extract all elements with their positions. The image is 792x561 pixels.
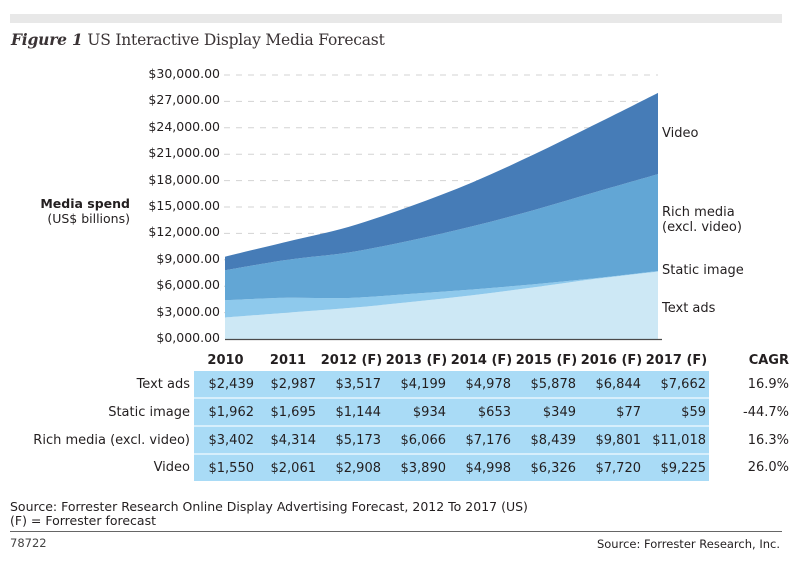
table-cell: $934: [384, 398, 449, 427]
legend-label-rich-media: Rich media (excl. video): [662, 205, 742, 235]
table-row: Rich media (excl. video) $3,402 $4,314 $5,1…: [0, 426, 789, 455]
table-header-2011: 2011: [269, 352, 307, 368]
table-cell: $7,662: [644, 371, 709, 399]
table-cell: $9,801: [579, 426, 644, 455]
data-table: 2010 2011 2012 (F) 2013 (F) 2014 (F) 201…: [0, 349, 789, 481]
table-cell: $349: [514, 398, 579, 427]
table-header-2010: 2010: [207, 352, 244, 368]
y-tick-label: $9,000.00: [156, 250, 220, 266]
legend-label-text-ads: Text ads: [662, 301, 716, 316]
table-cell-cagr: -44.7%: [743, 404, 789, 420]
forecast-note: (F) = Forrester forecast: [10, 513, 156, 528]
figure-label: Figure 1: [11, 30, 83, 49]
table-cell: $4,998: [449, 454, 514, 481]
table-header-2012: 2012 (F): [320, 352, 383, 368]
source-credit: Source: Forrester Research, Inc.: [596, 537, 780, 551]
table-header-cagr: CAGR: [748, 352, 789, 368]
table-row: Video $1,550 $2,061 $2,908 $3,890 $4,998 $6,32…: [0, 454, 789, 481]
y-tick-label: $3,000.00: [156, 303, 220, 319]
y-axis-label-unit: (US$ billions): [47, 211, 130, 226]
y-tick-label: $12,000.00: [148, 224, 220, 240]
area-static-image: [225, 271, 658, 318]
legend-label-static-image: Static image: [662, 263, 744, 278]
y-tick-label: $0,000.00: [156, 330, 220, 345]
table-header-2015: 2015 (F): [515, 352, 578, 368]
table-cell: $11,018: [644, 426, 709, 455]
table-row-label: Text ads: [136, 377, 190, 392]
area-chart: [224, 74, 662, 341]
y-tick-label: $27,000.00: [148, 92, 220, 108]
area-text-ads: [225, 271, 658, 339]
table-header-2016: 2016 (F): [580, 352, 643, 368]
table-cell: $4,978: [449, 371, 514, 399]
table-cell: $7,720: [579, 454, 644, 481]
table-cell: $3,517: [319, 371, 384, 399]
table-header-2017: 2017 (F): [645, 352, 708, 368]
table-cell: $5,173: [319, 426, 384, 455]
y-tick-label: $6,000.00: [156, 277, 220, 293]
table-cell: $1,695: [257, 398, 319, 427]
y-tick-label: $21,000.00: [148, 145, 220, 161]
table-header-2014: 2014 (F): [450, 352, 513, 368]
table-cell: $8,439: [514, 426, 579, 455]
table-row-label: Video: [153, 460, 190, 475]
table-cell: $1,962: [194, 398, 257, 427]
table-header-row: 2010 2011 2012 (F) 2013 (F) 2014 (F) 201…: [0, 349, 789, 371]
table-header-2013: 2013 (F): [385, 352, 448, 368]
figure-title-text: US Interactive Display Media Forecast: [87, 31, 385, 49]
legend-label-video: Video: [662, 126, 699, 141]
area-rich-media: [225, 174, 658, 301]
table-row-label: Static image: [108, 404, 190, 420]
table-row: Text ads $2,439 $2,987 $3,517 $4,199 $4,978 $5…: [0, 371, 789, 399]
table-cell: $2,987: [257, 371, 319, 399]
table-cell: $6,844: [579, 371, 644, 399]
legend-label-rich-media-line1: Rich media: [662, 205, 735, 220]
y-tick-label: $24,000.00: [148, 118, 220, 134]
table-cell: $653: [449, 398, 514, 427]
y-axis-label-main: Media spend: [40, 196, 130, 211]
y-tick-label: $30,000.00: [148, 66, 220, 81]
table-cell: $2,908: [319, 454, 384, 481]
table-cell: $77: [579, 398, 644, 427]
table-cell: $4,314: [257, 426, 319, 455]
table-cell-cagr: 16.3%: [747, 432, 789, 448]
table-cell: $2,061: [257, 454, 319, 481]
table-cell-cagr: 26.0%: [747, 460, 789, 475]
y-tick-label: $15,000.00: [148, 198, 220, 213]
table-row: Static image $1,962 $1,695 $1,144 $934 $653 $3…: [0, 398, 789, 427]
footer-divider: [10, 531, 782, 532]
source-note: Source: Forrester Research Online Displa…: [10, 500, 528, 528]
table-cell: $3,402: [194, 426, 257, 455]
table-cell: $5,878: [514, 371, 579, 399]
figure-title: Figure 1 US Interactive Display Media Fo…: [11, 30, 385, 49]
table-cell: $2,439: [194, 371, 257, 399]
table-header-blank: [0, 349, 194, 371]
source-line: Source: Forrester Research Online Displa…: [10, 499, 528, 514]
table-cell: $9,225: [644, 454, 709, 481]
table-cell: $6,066: [384, 426, 449, 455]
table-cell: $59: [644, 398, 709, 427]
top-rule: [10, 14, 782, 23]
y-axis-label: Media spend (US$ billions): [20, 196, 130, 226]
table-cell: $3,890: [384, 454, 449, 481]
table-row-label: Rich media (excl. video): [33, 432, 190, 448]
legend-label-rich-media-line2: (excl. video): [662, 220, 742, 235]
table-cell-cagr: 16.9%: [747, 377, 789, 392]
table-cell: $6,326: [514, 454, 579, 481]
figure-code: 78722: [10, 536, 47, 550]
table-cell: $7,176: [449, 426, 514, 455]
table-cell: $1,550: [194, 454, 257, 481]
y-tick-label: $18,000.00: [148, 171, 220, 187]
area-video: [225, 92, 658, 271]
table-cell: $4,199: [384, 371, 449, 399]
table-cell: $1,144: [319, 398, 384, 427]
